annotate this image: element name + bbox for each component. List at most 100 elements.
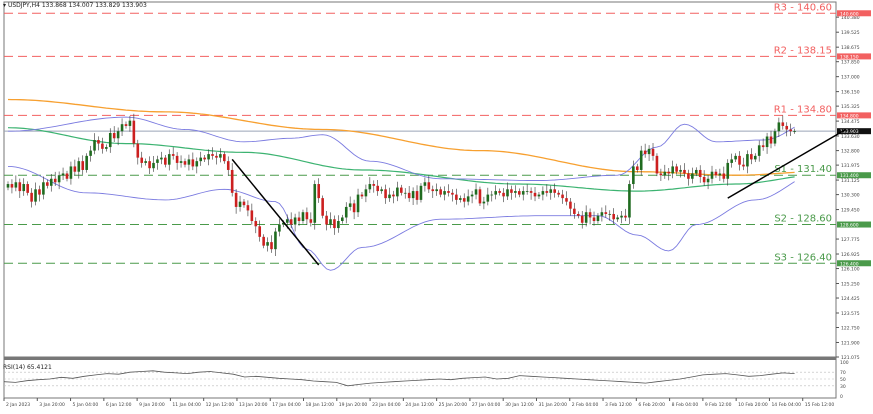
rsi-scale-label: 30	[840, 384, 846, 390]
bearish-candle	[211, 154, 214, 156]
bearish-candle	[18, 182, 22, 192]
bearish-candle	[81, 161, 85, 170]
bearish-candle	[148, 161, 151, 169]
bearish-candle	[785, 125, 789, 130]
bullish-candle	[706, 178, 710, 183]
y-axis-label: 126.925	[841, 252, 860, 258]
x-axis-label: 14 Feb 04:00	[771, 402, 801, 408]
bearish-candle	[392, 194, 395, 197]
bearish-candle	[230, 169, 234, 193]
bullish-candle	[368, 184, 372, 190]
bearish-candle	[451, 192, 454, 195]
level-price-badge	[837, 53, 871, 60]
x-axis-label: 31 Jan 20:00	[538, 402, 567, 408]
bullish-candle	[77, 161, 81, 172]
y-axis-label: 131.975	[841, 163, 860, 169]
bullish-candle	[380, 189, 383, 192]
bearish-candle	[557, 192, 560, 195]
bearish-candle	[565, 198, 568, 202]
x-axis-label: 3 Feb 12:00	[605, 402, 632, 408]
bullish-candle	[521, 191, 525, 195]
level-label-r3: R3 - 140.60	[774, 2, 832, 13]
bearish-candle	[553, 189, 556, 193]
bearish-candle	[498, 191, 501, 193]
level-label-s3: S3 - 126.40	[774, 252, 832, 263]
bullish-candle	[584, 212, 588, 223]
x-axis-label: 5 Jan 04:00	[73, 402, 99, 408]
bearish-candle	[612, 213, 615, 220]
y-axis-label: 138.675	[841, 45, 860, 51]
bullish-candle	[160, 157, 163, 160]
bearish-candle	[372, 184, 376, 186]
bearish-candle	[26, 184, 29, 193]
y-axis-label: 121.900	[841, 340, 860, 346]
bearish-candle	[164, 157, 167, 165]
bearish-candle	[502, 192, 505, 197]
rsi-scale-label: 50	[840, 377, 846, 383]
bullish-candle	[22, 184, 26, 192]
bullish-candle	[474, 189, 478, 195]
trendline-1[interactable]	[231, 158, 320, 266]
bearish-candle	[53, 178, 57, 183]
y-axis-label: 134.475	[841, 119, 860, 125]
bearish-candle	[262, 236, 265, 246]
bearish-candle	[191, 159, 195, 167]
bearish-candle	[175, 155, 179, 163]
level-label-r1: R1 - 134.80	[774, 104, 832, 115]
bullish-candle	[506, 189, 509, 197]
level-price-badge	[837, 112, 871, 119]
bullish-candle	[128, 120, 132, 126]
bearish-candle	[580, 215, 584, 223]
trendline-2[interactable]	[727, 128, 847, 199]
bullish-candle	[219, 154, 222, 158]
x-axis-label: 2 Jan 2023	[6, 402, 30, 408]
bullish-candle	[734, 155, 737, 160]
rsi-line	[3, 370, 795, 387]
bearish-candle	[781, 122, 785, 126]
x-axis-label: 17 Jan 04:00	[272, 402, 301, 408]
bullish-candle	[120, 124, 124, 132]
bullish-candle	[671, 166, 674, 174]
bearish-candle	[667, 171, 671, 174]
bullish-candle	[144, 161, 147, 163]
bullish-candle	[238, 201, 242, 207]
bearish-candle	[576, 213, 580, 216]
bullish-candle	[466, 196, 470, 202]
bearish-candle	[529, 191, 533, 193]
x-axis-label: 23 Jan 04:00	[372, 402, 401, 408]
bearish-candle	[655, 155, 659, 174]
bullish-candle	[274, 231, 277, 250]
moving-average-100	[7, 127, 795, 192]
bullish-candle	[458, 198, 462, 200]
y-axis-label: 127.775	[841, 237, 860, 243]
bullish-candle	[694, 169, 698, 174]
x-axis-label: 6 Feb 20:00	[638, 402, 665, 408]
bearish-candle	[659, 173, 663, 176]
bearish-candle	[439, 189, 442, 195]
bearish-candle	[46, 182, 49, 186]
bearish-candle	[698, 169, 702, 177]
bearish-candle	[592, 217, 596, 222]
level-badge-text: 134.800	[840, 113, 859, 119]
bullish-candle	[486, 194, 490, 202]
bullish-candle	[419, 185, 423, 200]
y-axis-label: 129.450	[841, 208, 860, 214]
bearish-candle	[215, 155, 218, 158]
bearish-candle	[569, 201, 572, 209]
bullish-candle	[167, 154, 171, 165]
triangle-down-icon[interactable]: ▾	[3, 2, 7, 9]
bearish-candle	[112, 132, 116, 139]
bearish-candle	[333, 219, 336, 229]
level-badge-text: 128.600	[840, 223, 859, 229]
moving-average-200	[7, 98, 795, 176]
y-axis-label: 130.300	[841, 193, 860, 199]
y-axis-label: 139.525	[841, 30, 860, 36]
level-price-badge	[837, 172, 871, 179]
bearish-candle	[360, 194, 364, 197]
bearish-candle	[742, 164, 745, 167]
bearish-candle	[431, 189, 435, 192]
bearish-candle	[702, 176, 706, 183]
bearish-candle	[246, 205, 250, 211]
